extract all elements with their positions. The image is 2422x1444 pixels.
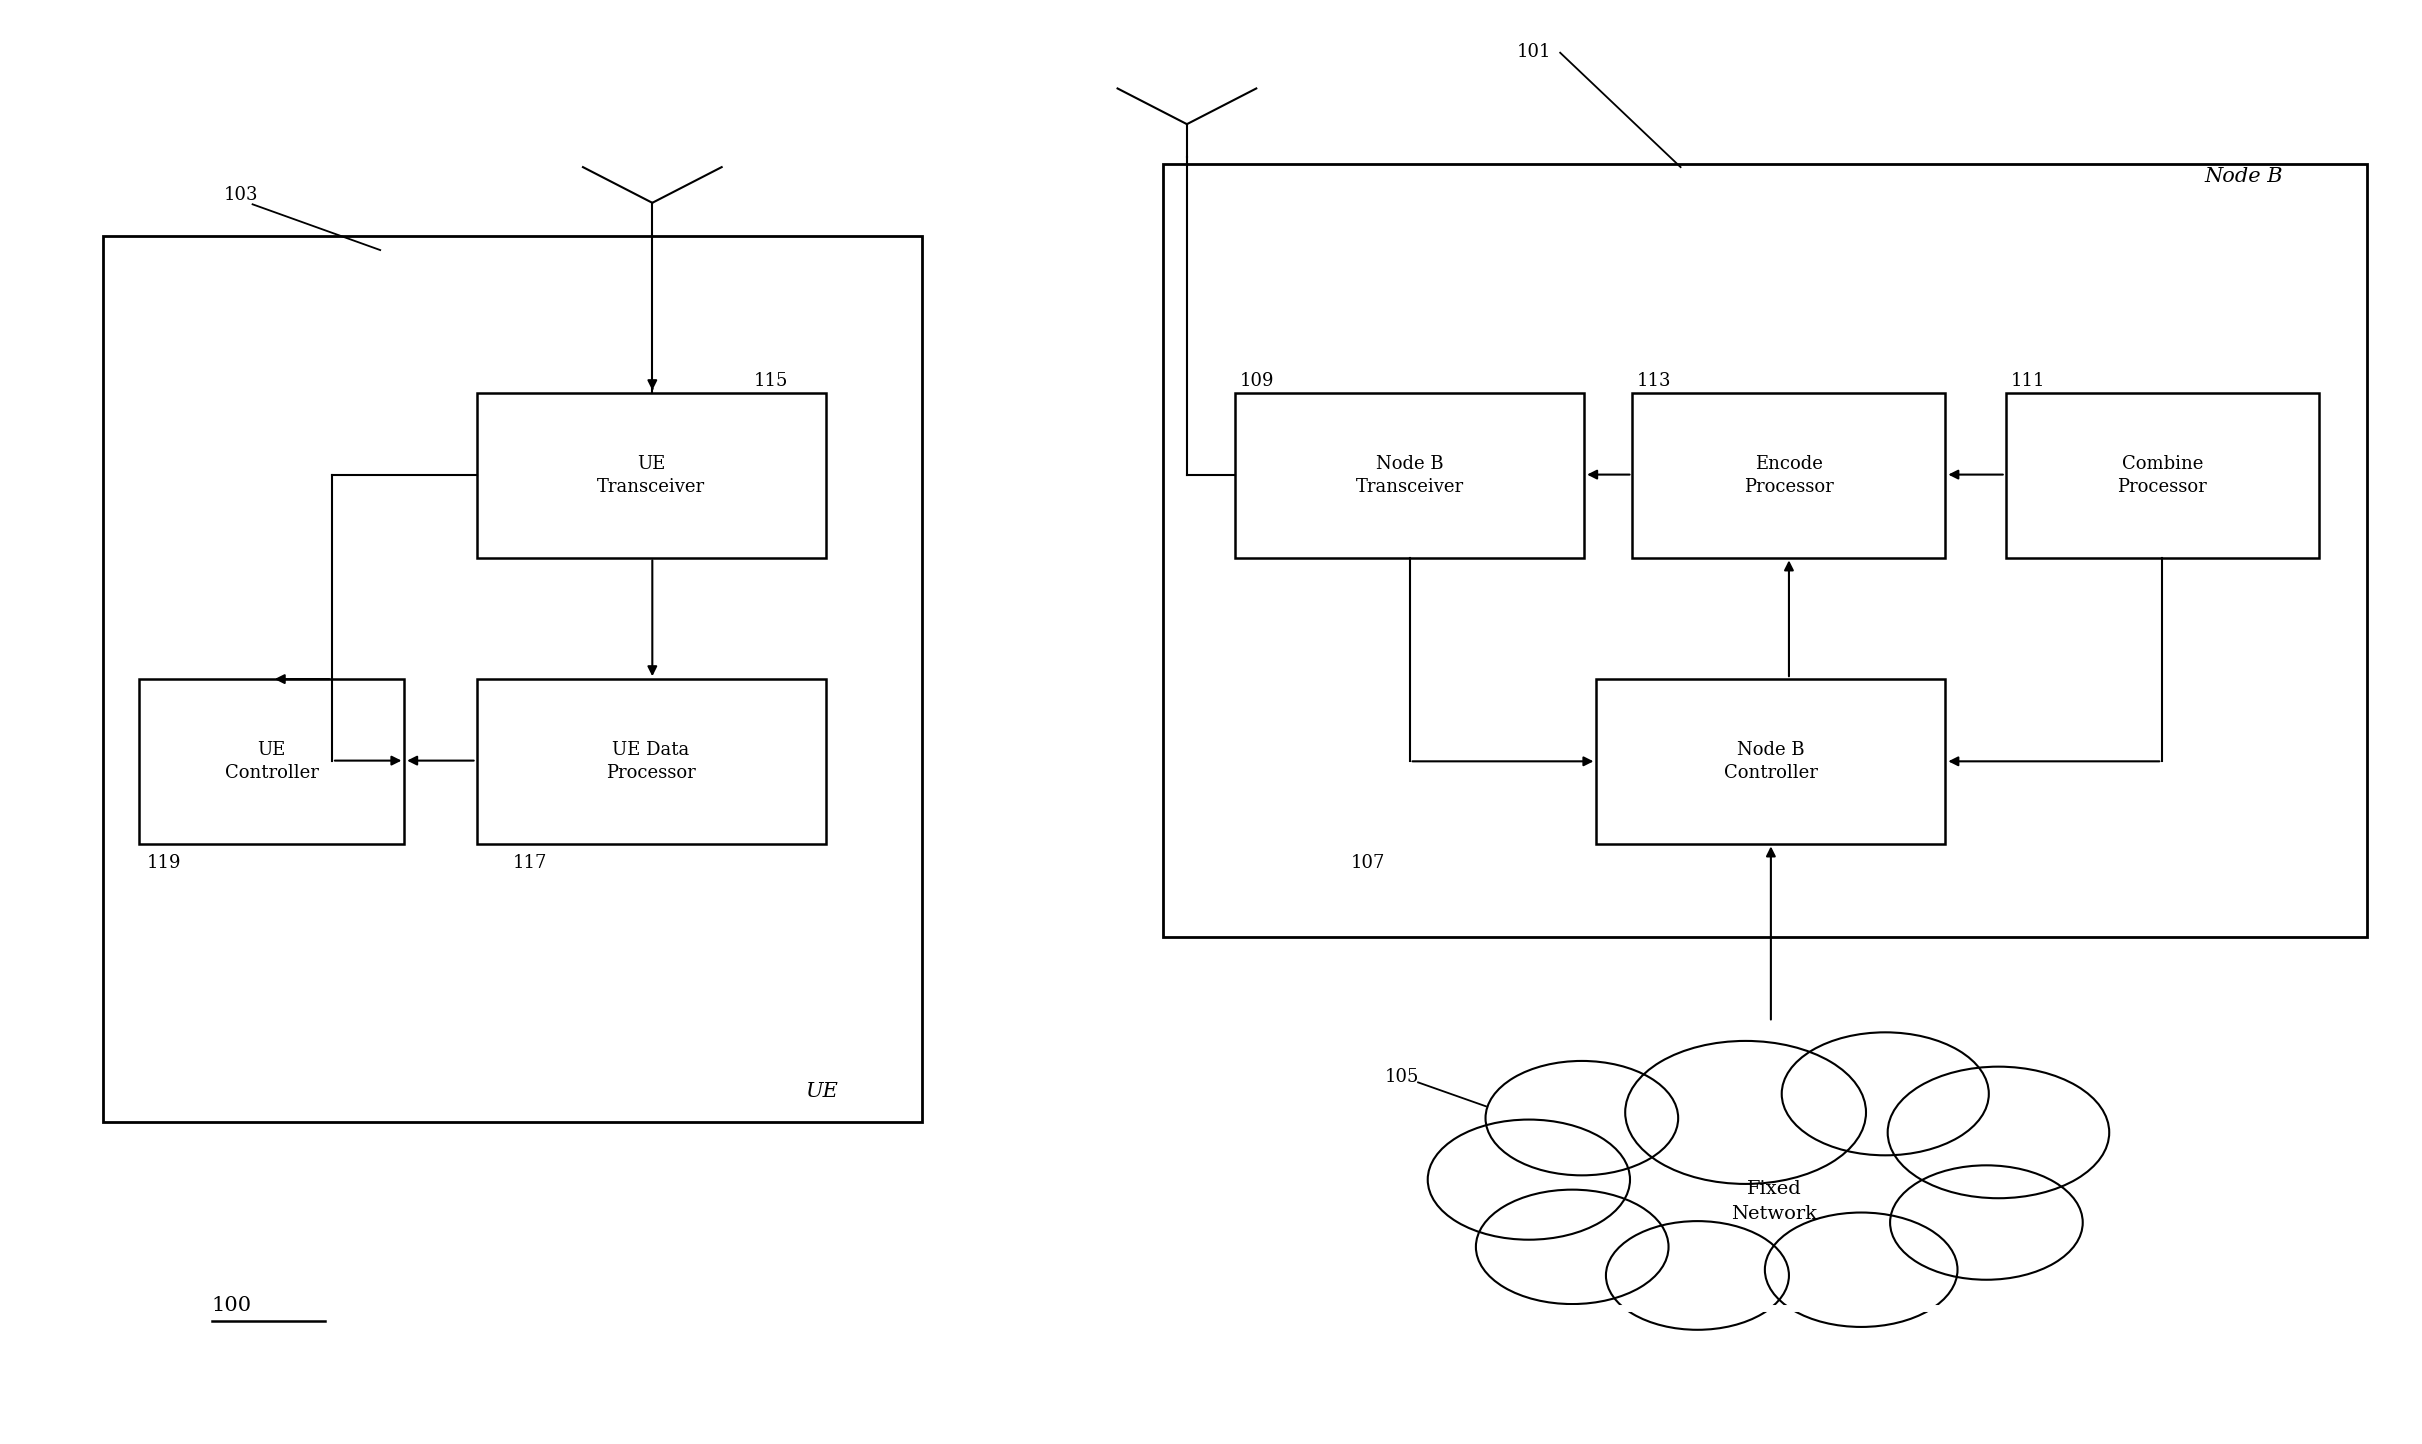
Text: 115: 115	[753, 371, 787, 390]
FancyBboxPatch shape	[1235, 393, 1584, 557]
Text: UE: UE	[804, 1082, 838, 1100]
Text: UE Data
Processor: UE Data Processor	[606, 741, 695, 783]
Text: Encode
Processor: Encode Processor	[1744, 455, 1833, 497]
Circle shape	[1427, 1119, 1630, 1240]
Text: 105: 105	[1385, 1069, 1419, 1086]
Text: 101: 101	[1516, 43, 1553, 61]
FancyBboxPatch shape	[477, 679, 826, 843]
Text: 107: 107	[1351, 853, 1385, 872]
FancyBboxPatch shape	[1596, 679, 1945, 843]
Circle shape	[1485, 1061, 1678, 1175]
Circle shape	[1766, 1213, 1957, 1327]
Text: Node B: Node B	[2204, 166, 2282, 186]
Text: 119: 119	[148, 853, 182, 872]
Circle shape	[1783, 1032, 1988, 1155]
Circle shape	[1606, 1222, 1790, 1330]
FancyBboxPatch shape	[1163, 165, 2366, 937]
Text: Fixed
Network: Fixed Network	[1732, 1180, 1816, 1223]
Text: UE
Controller: UE Controller	[225, 741, 320, 783]
FancyBboxPatch shape	[104, 235, 923, 1122]
Text: 111: 111	[2010, 371, 2044, 390]
FancyBboxPatch shape	[477, 393, 826, 557]
Text: UE
Transceiver: UE Transceiver	[598, 455, 705, 497]
Circle shape	[1887, 1067, 2110, 1199]
FancyBboxPatch shape	[2005, 393, 2318, 557]
Text: 100: 100	[211, 1297, 252, 1315]
Text: 109: 109	[1240, 371, 1274, 390]
Circle shape	[1889, 1165, 2083, 1279]
Text: 103: 103	[223, 186, 259, 204]
Circle shape	[1625, 1041, 1865, 1184]
Text: Combine
Processor: Combine Processor	[2117, 455, 2206, 497]
Text: Node B
Transceiver: Node B Transceiver	[1356, 455, 1463, 497]
FancyBboxPatch shape	[140, 679, 404, 843]
Text: Node B
Controller: Node B Controller	[1724, 741, 1819, 783]
Text: 113: 113	[1637, 371, 1671, 390]
FancyBboxPatch shape	[1632, 393, 1945, 557]
Text: 117: 117	[513, 853, 547, 872]
Circle shape	[1475, 1190, 1669, 1304]
